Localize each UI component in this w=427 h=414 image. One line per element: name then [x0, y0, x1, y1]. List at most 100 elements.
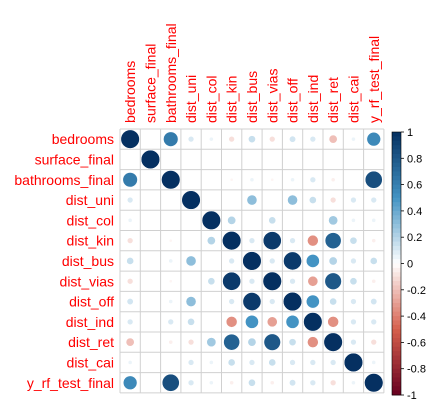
corr-cell-dist_col-y_rf_test_final: [371, 217, 377, 223]
corr-cell-dist_bus-dist_kin: [228, 257, 235, 265]
colorbar-segment: [392, 267, 401, 273]
corr-cell-y_rf_test_final-dist_vias: [269, 380, 275, 386]
corr-cell-dist_bus-dist_bus: [242, 251, 262, 271]
colorbar-segment: [392, 232, 401, 238]
colorbar-tick-label: -0.2: [407, 285, 426, 297]
row-label-dist_col: dist_col: [67, 212, 114, 228]
colorbar-segment: [392, 167, 401, 172]
corr-cell-dist_bus-dist_cai: [350, 257, 357, 265]
colorbar-tick-label: 0.4: [407, 206, 422, 218]
corr-cell-dist_ind-bathrooms_final: [167, 318, 175, 326]
corr-cell-dist_cai-dist_kin: [227, 358, 236, 367]
corr-cell-y_rf_test_final-bathrooms_final: [161, 373, 180, 392]
corr-cell-dist_off-dist_vias: [268, 298, 276, 305]
corr-cell-dist_cai-dist_uni: [187, 359, 195, 366]
corr-cell-dist_ind-dist_bus: [245, 314, 259, 329]
corr-cell-bathrooms_final-dist_ind: [309, 176, 317, 184]
corr-cell-dist_vias-bedrooms: [126, 277, 134, 285]
colorbar-segment: [392, 333, 401, 339]
colorbar-segment: [392, 162, 401, 168]
column-label-bathrooms_final: bathrooms_final: [163, 23, 179, 123]
corr-cell-dist_col-dist_vias: [268, 216, 277, 225]
colorbar-segment: [392, 158, 401, 164]
colorbar-segment: [392, 250, 401, 256]
colorbar-segment: [392, 386, 401, 392]
corr-cell-dist_ind-bedrooms: [126, 318, 134, 326]
column-label-dist_uni: dist_uni: [183, 75, 199, 123]
corr-cell-dist_cai-dist_vias: [268, 358, 277, 367]
colorbar-segment: [392, 202, 401, 207]
corr-cell-dist_ind-dist_uni: [187, 317, 195, 326]
corr-cell-dist_bus-dist_vias: [268, 257, 276, 265]
row-label-dist_bus: dist_bus: [62, 253, 114, 269]
corr-cell-dist_uni-dist_bus: [246, 194, 258, 206]
corr-cell-dist_kin-dist_bus: [248, 237, 256, 244]
corr-cell-dist_ind-dist_ret: [327, 316, 339, 328]
colorbar-segment: [392, 346, 401, 352]
row-label-dist_cai: dist_cai: [67, 354, 114, 370]
corr-cell-dist_ind-y_rf_test_final: [370, 318, 378, 326]
corr-cell-y_rf_test_final-dist_uni: [187, 379, 195, 387]
colorbar-segment: [392, 237, 401, 242]
corr-cell-dist_vias-dist_col: [207, 277, 216, 286]
corr-cell-dist_vias-dist_cai: [349, 277, 358, 286]
colorbar-segment: [392, 188, 401, 194]
corr-cell-dist_kin-dist_ret: [324, 232, 342, 250]
corr-cell-dist_kin-bedrooms: [126, 237, 134, 244]
colorbar-segment: [392, 153, 401, 159]
row-label-dist_ind: dist_ind: [66, 314, 114, 330]
corr-cell-bathrooms_final-dist_kin: [229, 177, 234, 182]
colorbar-segment: [392, 276, 401, 282]
corr-cell-dist_bus-dist_ret: [328, 256, 338, 266]
corr-cell-dist_ret-dist_vias: [263, 333, 281, 351]
corr-cell-dist_col-dist_cai: [351, 217, 356, 223]
corr-cell-dist_off-y_rf_test_final: [370, 298, 378, 306]
colorbar-segment: [392, 364, 401, 370]
corr-cell-dist_uni-dist_ind: [308, 196, 317, 204]
corr-cell-bedrooms-dist_cai: [351, 136, 356, 142]
corr-cell-dist_col-bedrooms: [127, 217, 133, 223]
colorbar-segment: [392, 259, 401, 264]
colorbar-segment: [392, 359, 401, 365]
corr-cell-dist_bus-dist_ind: [305, 254, 320, 268]
row-label-dist_kin: dist_kin: [67, 233, 114, 249]
row-label-dist_uni: dist_uni: [66, 192, 114, 208]
corr-cell-dist_ret-dist_off: [288, 338, 297, 347]
corr-cell-dist_vias-dist_ret: [324, 272, 342, 290]
corr-cell-bedrooms-bedrooms: [120, 129, 140, 149]
corr-cell-bathrooms_final-bathrooms_final: [161, 170, 181, 190]
corr-cell-dist_ret-dist_col: [206, 337, 217, 348]
column-label-dist_ret: dist_ret: [325, 77, 341, 123]
corr-cell-bedrooms-dist_kin: [228, 135, 235, 143]
corr-cell-dist_uni-y_rf_test_final: [370, 196, 378, 204]
corr-cell-dist_cai-dist_ind: [309, 359, 317, 366]
corr-cell-dist_bus-dist_uni: [185, 255, 197, 267]
corr-cell-bedrooms-dist_ind: [309, 135, 317, 143]
colorbar-segment: [392, 390, 401, 396]
corr-cell-dist_kin-dist_ind: [307, 234, 319, 247]
colorbar-segment: [392, 338, 401, 343]
corr-cell-dist_ret-bedrooms: [125, 337, 135, 347]
colorbar-segment: [392, 219, 401, 225]
column-label-dist_kin: dist_kin: [224, 76, 240, 123]
corr-cell-bathrooms_final-dist_ret: [330, 177, 336, 183]
row-label-dist_ret: dist_ret: [68, 334, 114, 350]
corr-cell-bathrooms_final-dist_vias: [270, 177, 275, 182]
colorbar-tick-label: -1: [407, 390, 417, 402]
colorbar-segment: [392, 263, 401, 269]
corr-cell-dist_off-dist_ind: [305, 294, 320, 309]
corr-cell-dist_col-dist_ret: [328, 215, 339, 226]
corr-cell-dist_ret-y_rf_test_final: [370, 338, 378, 346]
corr-cell-dist_kin-dist_kin: [221, 230, 242, 251]
corr-cell-dist_vias-dist_kin: [222, 271, 242, 291]
corr-cell-dist_kin-dist_vias: [262, 231, 282, 251]
column-label-dist_cai: dist_cai: [345, 76, 361, 123]
corr-cell-dist_off-dist_uni: [185, 296, 197, 307]
colorbar-segment: [392, 294, 401, 299]
corr-cell-dist_bus-bathrooms_final: [168, 258, 174, 264]
corr-cell-bedrooms-bathrooms_final: [163, 131, 179, 147]
corr-cell-bedrooms-dist_col: [208, 136, 214, 142]
colorbar-segment: [392, 254, 401, 260]
corr-cell-y_rf_test_final-dist_ind: [309, 379, 317, 387]
corr-cell-y_rf_test_final-bedrooms: [122, 375, 138, 390]
